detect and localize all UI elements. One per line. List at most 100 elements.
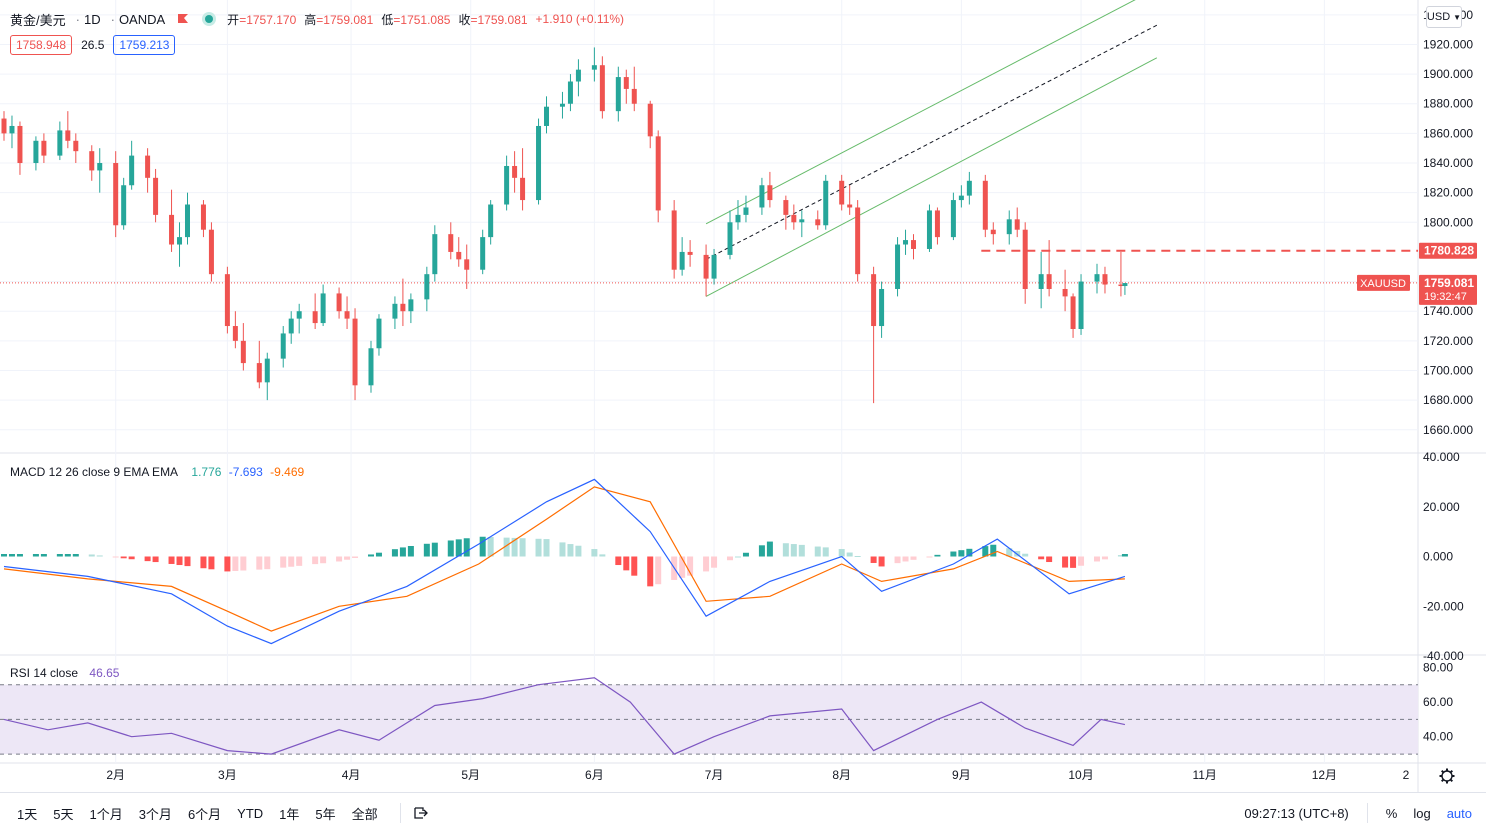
candle[interactable]	[200, 200, 206, 238]
channel-lower-line[interactable]	[705, 57, 1158, 297]
candle[interactable]	[599, 56, 605, 119]
candle[interactable]	[703, 244, 709, 297]
channel-median-line[interactable]	[705, 24, 1158, 260]
candle[interactable]	[950, 192, 956, 241]
candle[interactable]	[631, 66, 637, 112]
candle[interactable]	[9, 115, 15, 149]
candle[interactable]	[1022, 222, 1028, 304]
candle[interactable]	[113, 151, 119, 238]
candle[interactable]	[743, 195, 749, 223]
candle[interactable]	[320, 284, 326, 327]
candle[interactable]	[711, 248, 717, 285]
candle[interactable]	[41, 133, 47, 164]
candle[interactable]	[344, 296, 350, 329]
market-open-icon[interactable]	[205, 15, 214, 23]
candle[interactable]	[312, 293, 318, 329]
candle[interactable]	[177, 222, 183, 267]
candle[interactable]	[145, 148, 151, 193]
chart-svg[interactable]: 1940.0001920.0001900.0001880.0001860.000…	[0, 0, 1486, 792]
candle[interactable]	[448, 222, 454, 260]
log-toggle[interactable]: log	[1413, 805, 1431, 821]
candle[interactable]	[336, 287, 342, 319]
candle[interactable]	[871, 266, 877, 404]
candle[interactable]	[184, 192, 190, 245]
candle[interactable]	[73, 133, 79, 164]
candle[interactable]	[966, 171, 972, 205]
candle[interactable]	[288, 311, 294, 344]
candle[interactable]	[982, 174, 988, 238]
candle[interactable]	[57, 121, 63, 161]
candle[interactable]	[520, 148, 526, 211]
macd-signal-line[interactable]	[3, 486, 1125, 632]
candle[interactable]	[815, 210, 821, 230]
candle[interactable]	[536, 118, 542, 205]
candle[interactable]	[1122, 283, 1128, 295]
candle[interactable]	[376, 314, 382, 356]
candle[interactable]	[33, 136, 39, 171]
candle[interactable]	[89, 145, 95, 181]
candle[interactable]	[1038, 251, 1044, 309]
candle[interactable]	[847, 185, 853, 215]
candle[interactable]	[424, 266, 430, 312]
candle[interactable]	[767, 171, 773, 208]
candle[interactable]	[567, 74, 573, 112]
gear-icon[interactable]	[1439, 768, 1455, 784]
candle[interactable]	[544, 96, 550, 134]
candle[interactable]	[392, 296, 398, 329]
candle[interactable]	[1062, 269, 1068, 312]
candle[interactable]	[480, 229, 486, 275]
channel-upper-line[interactable]	[705, 0, 1149, 225]
candle[interactable]	[783, 195, 789, 230]
candle[interactable]	[121, 177, 127, 230]
symbol-legend[interactable]: 黄金/美元 · 1D · OANDA 开=1757.170 高=1759.081…	[10, 9, 632, 29]
rsi-line[interactable]	[3, 677, 1126, 755]
candle[interactable]	[926, 204, 932, 252]
candle[interactable]	[911, 234, 917, 260]
candle[interactable]	[623, 69, 629, 104]
buy-button[interactable]: 1759.213	[113, 35, 176, 55]
auto-toggle[interactable]: auto	[1446, 805, 1472, 821]
sell-button[interactable]: 1758.948	[10, 35, 73, 55]
candle[interactable]	[97, 148, 103, 193]
candle[interactable]	[855, 200, 861, 282]
candle[interactable]	[464, 244, 470, 289]
candle[interactable]	[512, 151, 518, 193]
goto-date-icon[interactable]	[411, 803, 431, 823]
range-button-5d[interactable]: 5天	[53, 806, 74, 822]
candle[interactable]	[1070, 293, 1076, 338]
candle[interactable]	[280, 326, 286, 368]
candle[interactable]	[456, 237, 462, 267]
candle[interactable]	[823, 174, 829, 230]
candle[interactable]	[1118, 251, 1124, 297]
candle[interactable]	[129, 140, 135, 190]
range-button-1m[interactable]: 1个月	[89, 806, 123, 822]
candle[interactable]	[934, 207, 940, 245]
candle[interactable]	[296, 303, 302, 334]
candle[interactable]	[488, 200, 494, 245]
candle[interactable]	[224, 266, 230, 334]
candle[interactable]	[1006, 210, 1012, 245]
candle[interactable]	[400, 278, 406, 327]
range-button-all[interactable]: 全部	[351, 806, 378, 822]
macd-legend[interactable]: MACD 12 26 close 9 EMA EMA 1.776 -7.693 …	[10, 465, 308, 479]
candle[interactable]	[958, 185, 964, 208]
range-button-ytd[interactable]: YTD	[237, 805, 264, 821]
candle[interactable]	[791, 204, 797, 230]
candle[interactable]	[615, 66, 621, 122]
candle[interactable]	[559, 91, 565, 119]
candle[interactable]	[687, 240, 693, 267]
range-button-1d[interactable]: 1天	[17, 806, 38, 822]
candle[interactable]	[1094, 263, 1100, 294]
range-button-6m[interactable]: 6个月	[187, 806, 222, 822]
candle[interactable]	[504, 155, 510, 211]
candle[interactable]	[408, 293, 414, 324]
candle[interactable]	[1078, 274, 1084, 335]
candle[interactable]	[17, 121, 23, 175]
candle[interactable]	[839, 174, 845, 211]
range-button-3m[interactable]: 3个月	[138, 806, 172, 822]
clock-label[interactable]: 09:27:13 (UTC+8)	[1244, 805, 1349, 821]
candle[interactable]	[799, 210, 805, 238]
candle[interactable]	[153, 168, 159, 223]
candle[interactable]	[240, 323, 246, 371]
